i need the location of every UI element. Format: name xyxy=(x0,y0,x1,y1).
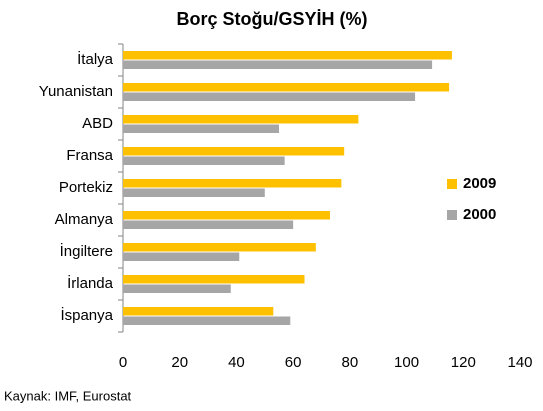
x-tick-label: 100 xyxy=(394,354,419,371)
bar xyxy=(123,307,274,316)
x-tick-label: 60 xyxy=(285,354,302,371)
x-tick-label: 140 xyxy=(507,354,532,371)
x-tick-label: 40 xyxy=(228,354,245,371)
bar xyxy=(123,252,240,261)
x-tick-label: 120 xyxy=(451,354,476,371)
bar xyxy=(123,211,331,220)
y-tick-label: Yunanistan xyxy=(39,83,113,100)
legend-swatch xyxy=(447,210,457,220)
source-note: Kaynak: IMF, Eurostat xyxy=(4,388,132,403)
y-tick-label: İrlanda xyxy=(67,274,114,292)
y-tick-label: Almanya xyxy=(55,211,114,228)
y-tick-label: İspanya xyxy=(60,306,113,324)
bar xyxy=(123,147,345,156)
legend-swatch xyxy=(447,179,457,189)
x-tick-label: 80 xyxy=(342,354,359,371)
y-tick-label: Fransa xyxy=(66,147,113,164)
bar xyxy=(123,156,285,165)
y-tick-label: İtalya xyxy=(77,50,114,68)
y-tick-label: Portekiz xyxy=(59,179,113,196)
bar xyxy=(123,284,231,293)
bar xyxy=(123,179,342,188)
y-tick-label: ABD xyxy=(82,115,113,132)
bar xyxy=(123,243,316,252)
bar xyxy=(123,60,433,69)
legend-label: 2000 xyxy=(463,206,496,223)
bar xyxy=(123,115,359,124)
chart-title: Borç Stoğu/GSYİH (%) xyxy=(176,9,367,29)
x-tick-label: 20 xyxy=(171,354,188,371)
bar xyxy=(123,188,265,197)
bar xyxy=(123,51,452,60)
bar xyxy=(123,83,450,92)
bar xyxy=(123,124,279,133)
x-tick-label: 0 xyxy=(119,354,127,371)
legend-label: 2009 xyxy=(463,175,496,192)
bar xyxy=(123,220,294,229)
bar xyxy=(123,92,416,101)
y-tick-label: İngiltere xyxy=(60,242,113,260)
bar xyxy=(123,316,291,325)
bar xyxy=(123,275,305,284)
